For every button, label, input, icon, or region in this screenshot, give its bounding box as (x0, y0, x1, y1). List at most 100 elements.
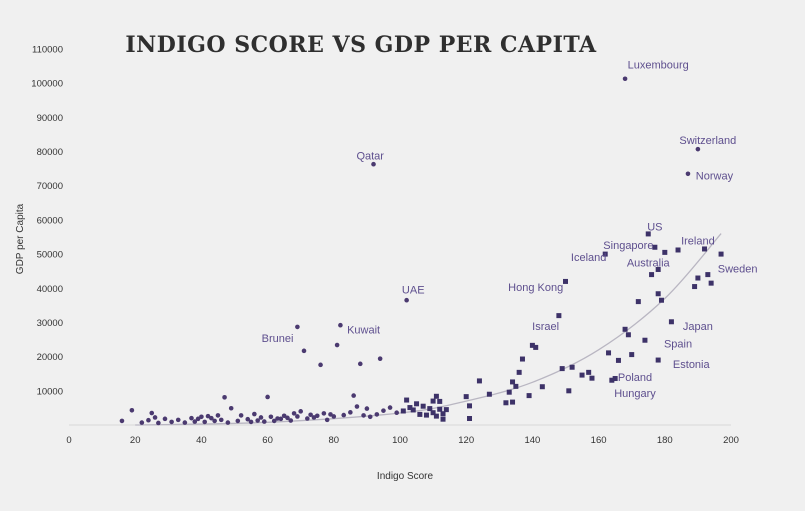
data-point-square (645, 231, 651, 237)
data-point-square (615, 357, 621, 363)
data-point-circle (129, 408, 135, 413)
data-point-circle (199, 414, 204, 420)
x-tick-label: 40 (196, 435, 207, 446)
data-point-square (430, 410, 436, 416)
data-point-circle (212, 418, 217, 424)
data-point-square (404, 397, 410, 403)
data-point-square (655, 357, 661, 363)
data-point-square (695, 275, 701, 281)
data-point-circle (162, 416, 168, 422)
x-tick-label: 0 (66, 435, 71, 446)
data-point-circle (278, 416, 284, 422)
x-tick-label: 20 (130, 435, 141, 446)
data-point-circle (195, 416, 201, 422)
annotation-label: Hungary (614, 388, 656, 400)
data-point-square (529, 342, 535, 348)
data-point-circle (252, 411, 257, 417)
data-point-square (440, 411, 446, 417)
annotation-label: Norway (696, 170, 734, 182)
data-point-circle (364, 406, 370, 411)
y-tick-label: 10000 (37, 386, 63, 397)
y-tick-label: 100000 (31, 79, 63, 90)
point-annotations: Luxembourg Qatar Switzerland Norway US Irelan… (262, 59, 758, 399)
data-point-circle (404, 297, 409, 303)
data-point-circle (361, 413, 366, 418)
annotation-label: Iceland (571, 252, 606, 264)
annotation-label: Japan (683, 321, 713, 333)
data-point-circle (149, 410, 155, 416)
data-point-square (718, 251, 724, 257)
y-tick-label: 40000 (37, 284, 63, 295)
data-point-circle (215, 413, 221, 418)
data-point-square (563, 278, 568, 284)
y-tick-label: 50000 (37, 250, 63, 261)
data-point-circle (371, 161, 376, 167)
data-point-circle (288, 418, 294, 423)
data-point-square (467, 416, 473, 422)
data-point-square (433, 393, 439, 399)
data-point-square (662, 249, 668, 255)
data-point-circle (298, 409, 304, 414)
data-point-circle (192, 419, 198, 424)
data-point-square (427, 406, 433, 412)
data-point-circle (281, 413, 287, 419)
data-point-circle (394, 410, 399, 415)
annotation-label: UAE (402, 285, 425, 297)
data-point-circle (268, 414, 274, 420)
data-point-circle (295, 414, 300, 419)
annotation-label: Estonia (673, 359, 711, 371)
data-point-circle (381, 408, 386, 413)
data-point-circle (374, 412, 380, 417)
x-tick-label: 120 (458, 435, 474, 446)
data-point-circle (156, 420, 161, 426)
annotation-label: Kuwait (347, 324, 380, 336)
x-tick-label: 100 (392, 435, 408, 446)
data-point-circle (182, 420, 188, 425)
data-point-circle (169, 419, 174, 425)
data-point-circle (301, 348, 307, 354)
data-point-square (649, 272, 655, 278)
data-point-circle (291, 411, 297, 416)
data-point-circle (189, 415, 194, 421)
annotation-label: US (647, 222, 662, 234)
data-point-square (652, 244, 658, 250)
data-point-circle (354, 404, 360, 409)
data-point-circle (351, 393, 356, 398)
data-point-square (463, 394, 469, 400)
data-point-circle (202, 419, 208, 425)
data-point-circle (328, 412, 333, 417)
x-axis-ticks: 0 20 40 60 80 100 120 140 160 180 200 (66, 435, 739, 446)
data-point-square (668, 319, 674, 325)
y-tick-label: 20000 (37, 352, 63, 363)
data-point-square (519, 356, 525, 362)
data-point-square (539, 384, 545, 390)
data-point-square (510, 379, 516, 385)
data-point-circle (261, 419, 267, 424)
data-point-square (579, 372, 585, 378)
annotation-label: Sweden (718, 263, 758, 275)
data-point-square (410, 407, 416, 413)
data-point-circle (295, 324, 300, 330)
data-point-square (417, 411, 423, 417)
data-point-square (675, 247, 681, 253)
data-point-square (658, 297, 664, 303)
y-axis-ticks: 10000 20000 30000 40000 50000 60000 70000 80000… (31, 45, 63, 398)
data-point-circle (152, 415, 158, 420)
data-point-circle (222, 395, 227, 400)
data-point-square (443, 407, 449, 413)
data-point-circle (265, 394, 270, 400)
data-point-square (503, 400, 509, 406)
data-point-circle (331, 414, 337, 419)
data-point-square (440, 416, 446, 422)
trend-line (135, 233, 722, 426)
data-point-square (609, 377, 615, 383)
x-tick-label: 160 (591, 435, 607, 446)
data-point-square (433, 413, 439, 419)
data-point-circle (235, 418, 241, 424)
data-point-square (476, 378, 482, 384)
data-point-square (467, 403, 473, 409)
data-point-square (423, 412, 429, 418)
data-point-circle (685, 171, 691, 177)
